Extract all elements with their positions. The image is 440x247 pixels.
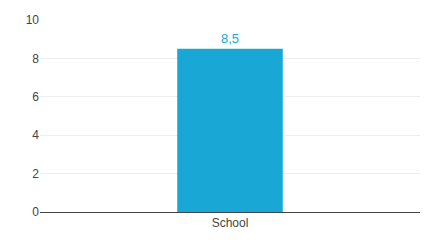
- svg-text:8,5: 8,5: [221, 31, 239, 46]
- svg-text:10: 10: [26, 13, 40, 27]
- svg-text:2: 2: [32, 167, 39, 181]
- svg-text:6: 6: [32, 90, 39, 104]
- svg-text:School: School: [212, 216, 249, 230]
- svg-text:0: 0: [32, 205, 39, 219]
- svg-text:8: 8: [32, 52, 39, 66]
- svg-text:4: 4: [32, 128, 39, 142]
